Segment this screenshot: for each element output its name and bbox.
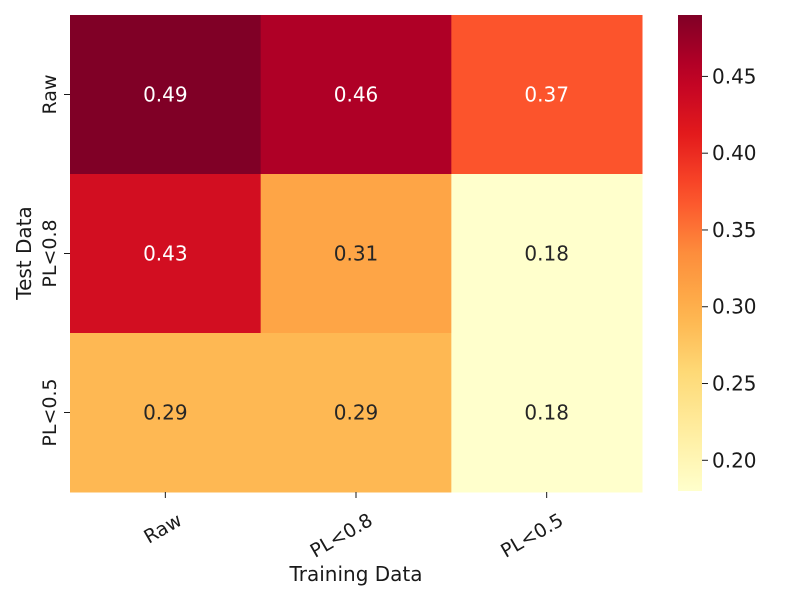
heatmap-cell	[451, 333, 643, 493]
x-tick-label: PL<0.5	[497, 509, 567, 562]
cell-value-label: 0.18	[524, 242, 569, 266]
x-tick-label: PL<0.8	[306, 509, 376, 562]
colorbar-gradient	[678, 15, 702, 491]
x-tick-label: Raw	[140, 509, 186, 548]
colorbar: 0.20 0.25 0.30 0.35 0.40 0.45	[678, 15, 757, 491]
colorbar-tick-label: 0.20	[712, 448, 757, 472]
y-axis-ticks: Raw PL<0.8 PL<0.5	[39, 75, 70, 447]
cell-value-label: 0.46	[334, 83, 379, 107]
heatmap-cell	[451, 15, 643, 175]
y-tick-label: PL<0.5	[39, 378, 61, 446]
colorbar-ticks: 0.20 0.25 0.30 0.35 0.40 0.45	[702, 64, 757, 472]
heatmap-cell	[260, 174, 452, 334]
colorbar-tick-label: 0.35	[712, 218, 757, 242]
cell-value-label: 0.29	[143, 401, 188, 425]
colorbar-tick-label: 0.45	[712, 64, 757, 88]
heatmap-cell	[70, 333, 262, 493]
y-axis-title: Test Data	[12, 206, 36, 301]
cell-value-label: 0.29	[334, 401, 379, 425]
colorbar-tick-label: 0.30	[712, 295, 757, 319]
colorbar-tick-label: 0.40	[712, 141, 757, 165]
colorbar-tick-label: 0.25	[712, 372, 757, 396]
heatmap-cell	[70, 15, 262, 175]
y-tick-label: PL<0.8	[39, 219, 61, 287]
heatmap-cells: 0.49 0.46 0.37 0.43 0.31 0.18 0.29 0.29 0.18	[70, 15, 643, 493]
cell-value-label: 0.31	[334, 242, 379, 266]
heatmap-cell	[70, 174, 262, 334]
x-axis-ticks: Raw PL<0.8 PL<0.5	[140, 492, 567, 562]
heatmap-cell	[260, 333, 452, 493]
cell-value-label: 0.37	[524, 83, 569, 107]
x-axis-title: Training Data	[288, 562, 422, 586]
heatmap-cell	[260, 15, 452, 175]
cell-value-label: 0.49	[143, 83, 188, 107]
cell-value-label: 0.43	[143, 242, 188, 266]
heatmap-cell	[451, 174, 643, 334]
cell-value-label: 0.18	[524, 401, 569, 425]
y-tick-label: Raw	[39, 75, 61, 115]
